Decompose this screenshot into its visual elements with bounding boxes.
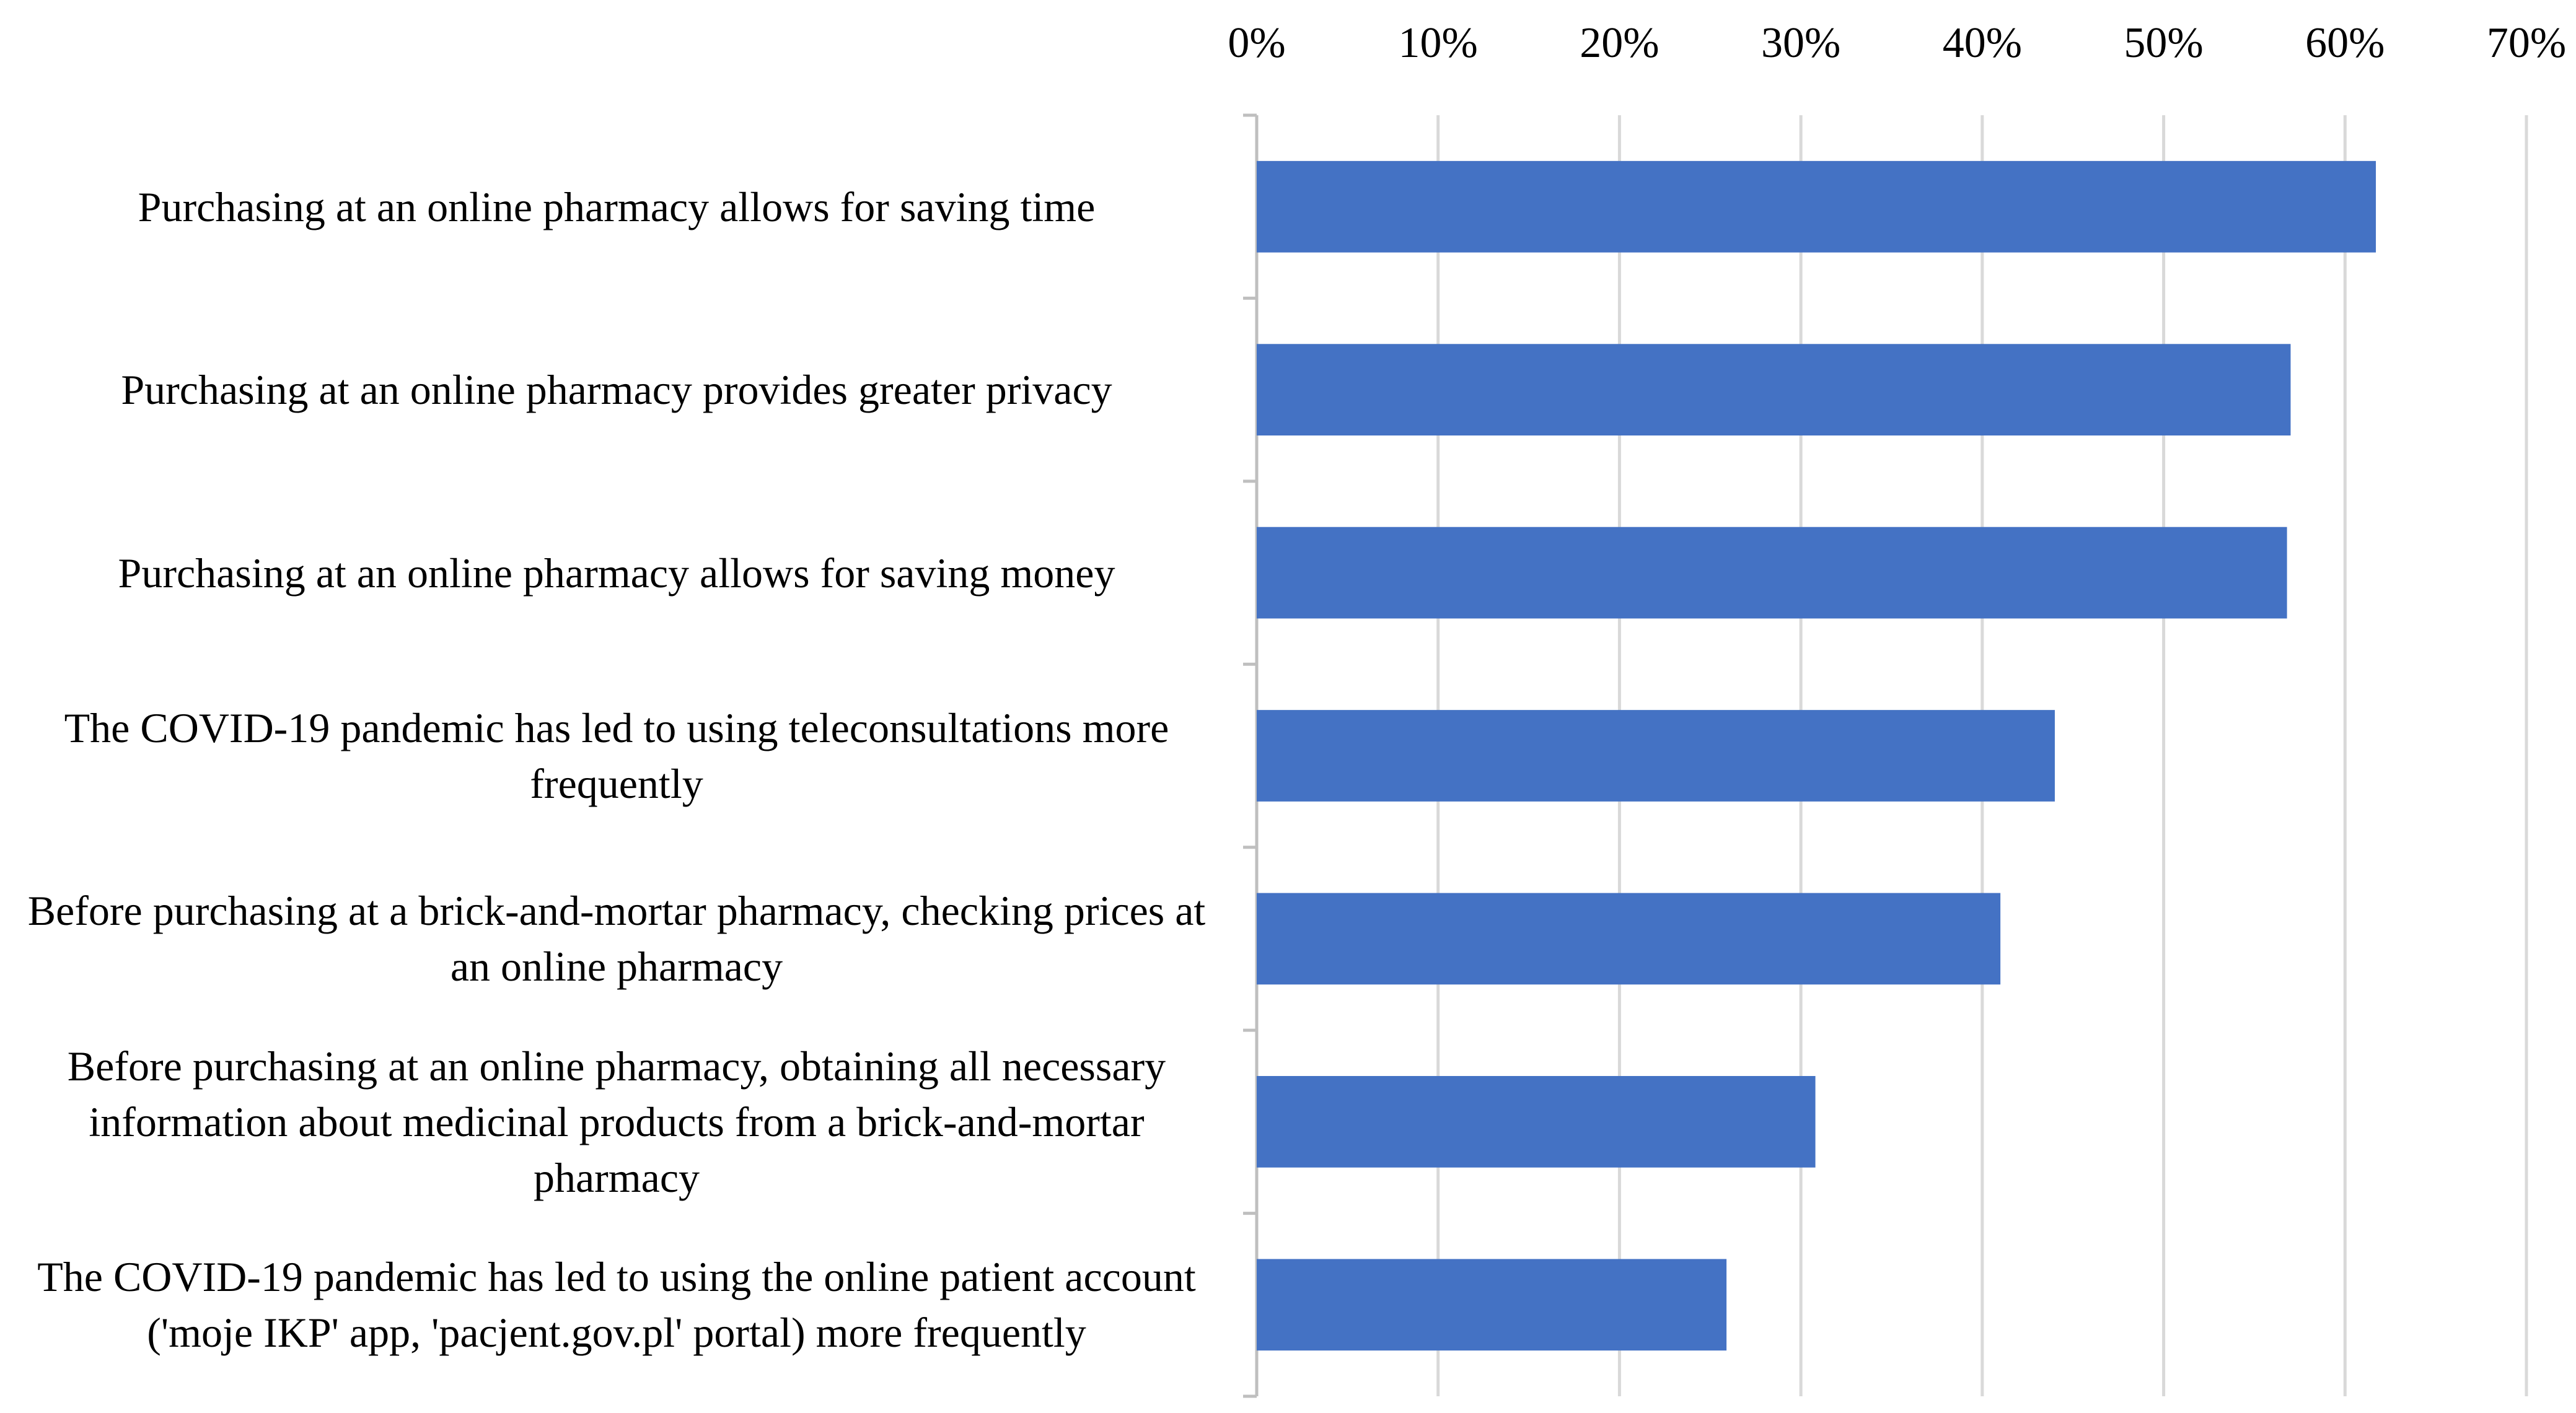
x-tick-label: 20% xyxy=(1580,19,1659,67)
x-tick-label: 70% xyxy=(2487,19,2566,67)
x-tick-label: 40% xyxy=(1943,19,2022,67)
x-tick-label: 10% xyxy=(1399,19,1478,67)
bar xyxy=(1257,160,2376,253)
x-tick-label: 0% xyxy=(1228,19,1285,67)
y-tick-label: The COVID-19 pandemic has led to using t… xyxy=(37,1253,1196,1357)
bar xyxy=(1257,1259,1727,1351)
y-tick-label: Purchasing at an online pharmacy allows … xyxy=(118,549,1115,597)
bar xyxy=(1257,1076,1816,1168)
y-tick-label: Before purchasing at an online pharmacy,… xyxy=(67,1042,1166,1201)
x-tick-label: 30% xyxy=(1761,19,1840,67)
bar xyxy=(1257,893,2001,985)
x-tick-label: 60% xyxy=(2305,19,2385,67)
y-tick-label: Purchasing at an online pharmacy allows … xyxy=(138,183,1096,230)
x-tick-label: 50% xyxy=(2124,19,2203,67)
y-tick-label: The COVID-19 pandemic has led to using t… xyxy=(64,704,1169,807)
y-tick-label: Purchasing at an online pharmacy provide… xyxy=(121,366,1112,414)
bar xyxy=(1257,710,2055,802)
bar xyxy=(1257,527,2287,619)
bar xyxy=(1257,344,2291,435)
y-tick-label: Before purchasing at a brick-and-mortar … xyxy=(27,887,1206,991)
